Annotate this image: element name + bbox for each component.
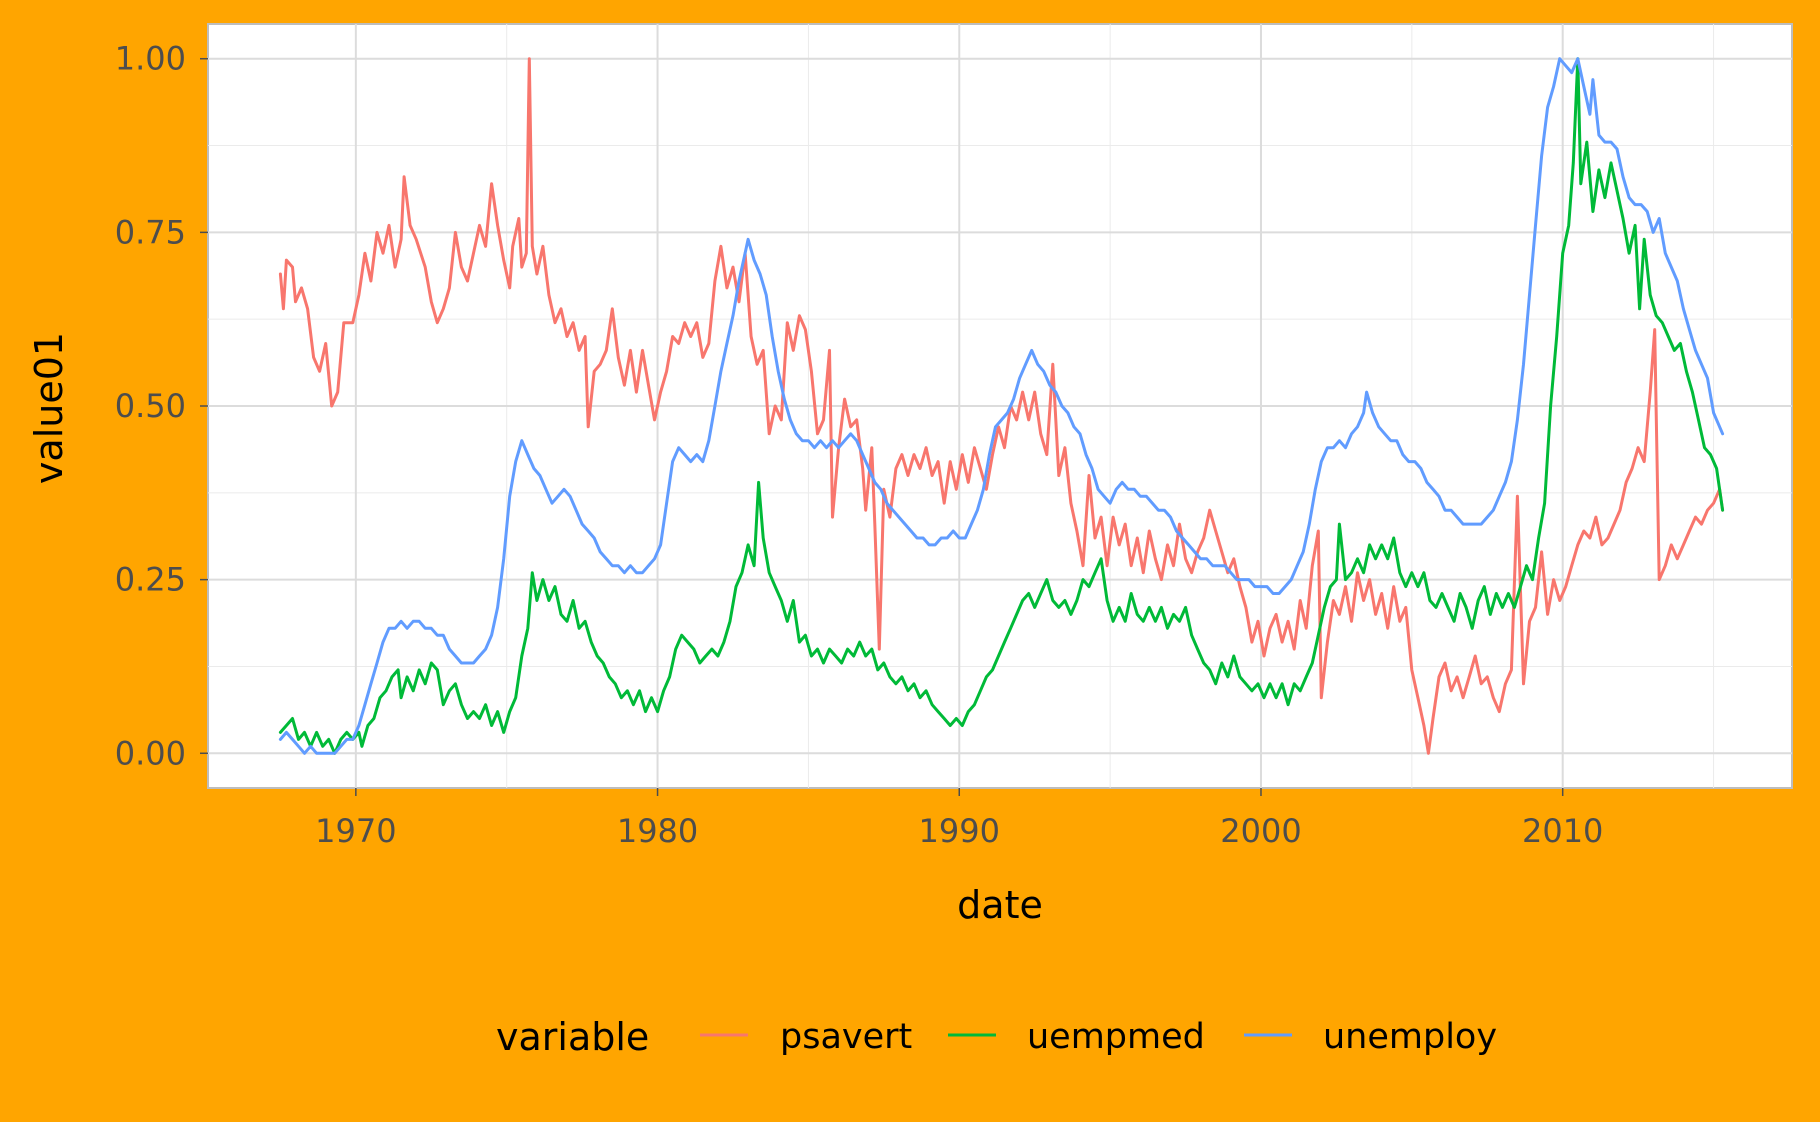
legend-title: variable [496, 1015, 649, 1059]
y-tick-label: 0.00 [115, 734, 186, 772]
x-tick-labels: 1970 1980 1990 2000 2010 [315, 788, 1603, 850]
legend: variable psavert uempmed unemploy [496, 1015, 1497, 1059]
x-tick-label: 2010 [1522, 812, 1603, 850]
series-line-psavert [278, 57, 1725, 755]
legend-label-psavert: psavert [780, 1017, 912, 1057]
x-tick-label: 1990 [919, 812, 1000, 850]
y-tick-label: 0.75 [115, 213, 186, 251]
y-tick-label: 0.50 [115, 387, 186, 425]
y-tick-labels: 0.00 0.25 0.50 0.75 1.00 [115, 40, 208, 772]
legend-item-uempmed: uempmed [948, 1017, 1205, 1057]
series-line-unemploy [278, 57, 1725, 755]
y-tick-label: 0.25 [115, 561, 186, 599]
x-tick-label: 1970 [315, 812, 396, 850]
y-tick-label: 1.00 [115, 40, 186, 78]
grid-layer [208, 24, 1792, 788]
x-tick-label: 1980 [617, 812, 698, 850]
legend-item-psavert: psavert [700, 1017, 912, 1057]
x-tick-label: 2000 [1220, 812, 1301, 850]
y-axis-title: value01 [27, 332, 71, 484]
series-layer [278, 57, 1725, 755]
legend-label-unemploy: unemploy [1323, 1017, 1497, 1057]
legend-label-uempmed: uempmed [1027, 1017, 1205, 1057]
x-axis-title: date [957, 883, 1043, 927]
legend-item-unemploy: unemploy [1244, 1017, 1497, 1057]
series-line-uempmed [278, 57, 1725, 755]
